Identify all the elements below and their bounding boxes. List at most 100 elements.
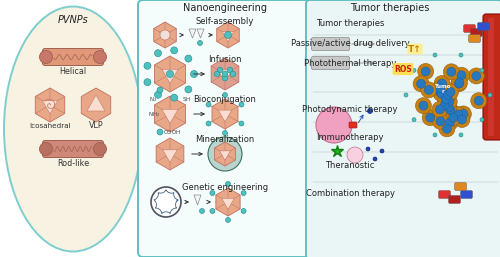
Circle shape bbox=[433, 53, 437, 57]
Circle shape bbox=[442, 124, 452, 133]
Circle shape bbox=[438, 88, 454, 104]
Circle shape bbox=[40, 50, 52, 63]
Circle shape bbox=[144, 79, 151, 86]
Circle shape bbox=[446, 106, 455, 115]
Circle shape bbox=[224, 32, 232, 39]
Circle shape bbox=[459, 133, 463, 137]
Circle shape bbox=[421, 67, 430, 76]
Circle shape bbox=[480, 68, 484, 72]
FancyBboxPatch shape bbox=[42, 141, 104, 158]
Text: Infusion: Infusion bbox=[208, 56, 242, 65]
FancyBboxPatch shape bbox=[438, 190, 450, 198]
Circle shape bbox=[456, 106, 471, 122]
Circle shape bbox=[449, 113, 458, 122]
Text: Theranostic: Theranostic bbox=[326, 161, 374, 170]
Circle shape bbox=[454, 67, 469, 83]
Circle shape bbox=[436, 84, 445, 93]
FancyBboxPatch shape bbox=[42, 49, 104, 66]
Circle shape bbox=[404, 93, 408, 97]
Text: $\rm SH$: $\rm SH$ bbox=[182, 95, 191, 103]
Text: Tumor therapies: Tumor therapies bbox=[316, 20, 384, 29]
Text: Genetic engineering: Genetic engineering bbox=[182, 183, 268, 192]
Circle shape bbox=[436, 88, 445, 97]
Circle shape bbox=[432, 101, 448, 117]
Circle shape bbox=[454, 112, 470, 127]
Circle shape bbox=[432, 84, 448, 100]
Polygon shape bbox=[212, 99, 238, 129]
Polygon shape bbox=[189, 29, 196, 38]
Circle shape bbox=[454, 79, 464, 88]
Circle shape bbox=[170, 94, 177, 101]
Polygon shape bbox=[194, 195, 201, 205]
Polygon shape bbox=[82, 88, 110, 122]
Circle shape bbox=[444, 64, 460, 80]
Circle shape bbox=[457, 71, 466, 80]
Circle shape bbox=[488, 93, 492, 97]
Circle shape bbox=[154, 50, 162, 57]
Circle shape bbox=[436, 117, 445, 126]
Text: Photothermal therapy: Photothermal therapy bbox=[304, 59, 396, 68]
Circle shape bbox=[166, 70, 173, 78]
Polygon shape bbox=[159, 32, 171, 42]
FancyBboxPatch shape bbox=[306, 0, 500, 257]
FancyBboxPatch shape bbox=[464, 24, 475, 32]
Circle shape bbox=[217, 67, 223, 73]
Circle shape bbox=[222, 71, 228, 77]
Circle shape bbox=[446, 87, 455, 96]
Polygon shape bbox=[218, 110, 232, 122]
Circle shape bbox=[347, 147, 363, 163]
Circle shape bbox=[421, 82, 437, 98]
Polygon shape bbox=[154, 96, 186, 132]
Text: VLP: VLP bbox=[88, 122, 104, 131]
Circle shape bbox=[442, 102, 458, 118]
FancyBboxPatch shape bbox=[460, 190, 472, 198]
Circle shape bbox=[444, 103, 453, 112]
Text: Bioconjugation: Bioconjugation bbox=[194, 95, 256, 104]
Polygon shape bbox=[218, 70, 232, 82]
Circle shape bbox=[440, 99, 456, 115]
Circle shape bbox=[222, 93, 228, 97]
Circle shape bbox=[380, 149, 384, 153]
Circle shape bbox=[424, 85, 434, 94]
Circle shape bbox=[185, 86, 192, 93]
Circle shape bbox=[241, 208, 246, 214]
Circle shape bbox=[373, 157, 377, 161]
Text: Rod-like: Rod-like bbox=[57, 160, 89, 169]
Circle shape bbox=[418, 63, 434, 79]
Circle shape bbox=[446, 118, 454, 127]
Polygon shape bbox=[154, 22, 176, 48]
Text: Nanoengineering: Nanoengineering bbox=[183, 3, 267, 13]
Circle shape bbox=[366, 147, 370, 151]
Text: Helical: Helical bbox=[60, 68, 86, 77]
Circle shape bbox=[226, 181, 230, 187]
FancyBboxPatch shape bbox=[448, 196, 460, 204]
Text: Tumo
r: Tumo r bbox=[435, 84, 451, 94]
FancyBboxPatch shape bbox=[349, 122, 357, 128]
Circle shape bbox=[442, 90, 451, 99]
Text: ROS: ROS bbox=[394, 65, 412, 74]
Circle shape bbox=[442, 84, 458, 100]
Text: $\rm COOH$: $\rm COOH$ bbox=[163, 128, 181, 136]
Text: Self-assembly: Self-assembly bbox=[196, 16, 254, 25]
Circle shape bbox=[434, 86, 450, 102]
Text: Immunotherapy: Immunotherapy bbox=[316, 133, 384, 142]
Circle shape bbox=[412, 68, 416, 72]
Circle shape bbox=[413, 76, 429, 92]
Circle shape bbox=[239, 121, 244, 126]
Circle shape bbox=[157, 87, 163, 93]
Circle shape bbox=[190, 70, 198, 78]
Circle shape bbox=[210, 190, 215, 196]
Circle shape bbox=[208, 137, 242, 171]
Circle shape bbox=[480, 118, 484, 122]
Polygon shape bbox=[156, 138, 184, 170]
Ellipse shape bbox=[4, 6, 142, 252]
Circle shape bbox=[459, 109, 468, 118]
Circle shape bbox=[368, 108, 372, 114]
Circle shape bbox=[434, 76, 450, 91]
Circle shape bbox=[40, 142, 52, 155]
Polygon shape bbox=[216, 188, 240, 216]
Circle shape bbox=[455, 78, 464, 87]
Circle shape bbox=[470, 93, 486, 109]
FancyBboxPatch shape bbox=[138, 0, 312, 257]
Circle shape bbox=[157, 129, 163, 135]
